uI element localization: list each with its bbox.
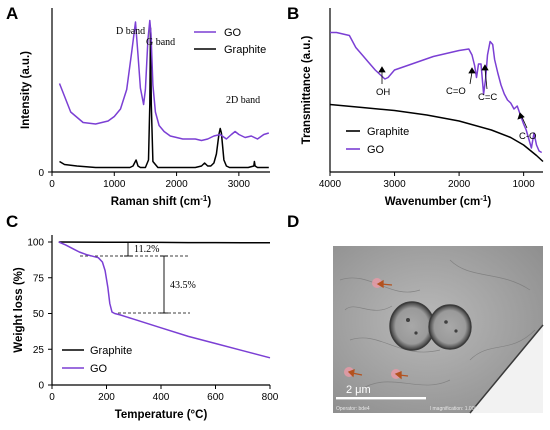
co-arrow xyxy=(469,71,473,85)
tem-arrow-head xyxy=(394,371,402,380)
tem-arrow-head xyxy=(376,279,384,289)
tem-arrow-head xyxy=(347,368,355,378)
d-band-label: D band xyxy=(116,26,145,37)
sheet-wrinkle xyxy=(344,305,393,311)
tga-y-tick-label: 50 xyxy=(33,309,45,320)
sheet-wrinkle xyxy=(359,379,451,391)
loss-11-2-label: 11.2% xyxy=(134,244,159,255)
particle-spot xyxy=(414,331,418,335)
raman-x-label: Raman shift (cm-1) xyxy=(111,194,212,208)
ftir-chart: 4000 3000 2000 1000 Transmittance (a.u.) Wa… xyxy=(301,8,544,208)
sheet-wrinkle xyxy=(469,329,536,361)
scale-bar xyxy=(336,397,426,400)
tga-y-tick-label: 25 xyxy=(33,345,45,356)
particle-spot xyxy=(444,320,448,324)
sheet-wrinkle xyxy=(449,259,531,291)
tga-y-label: Weight loss (%) xyxy=(13,267,25,353)
raman-chart: 0 0 1000 2000 3000 Intensity (a.u.) Raman s… xyxy=(20,8,270,208)
tga-x-tick-label: 600 xyxy=(207,392,224,403)
co-arrow-head xyxy=(468,67,476,74)
cc-arrow xyxy=(484,68,488,90)
tga-x-tick-label: 0 xyxy=(49,392,55,403)
oh-label: OH xyxy=(376,87,390,98)
legend-graphite-label: Graphite xyxy=(90,345,132,357)
cc-label: C=C xyxy=(478,92,497,103)
series-go-line xyxy=(58,241,271,359)
tga-chart: 0 200 400 600 800 0 25 50 75 100 11.2% 43.5% Wei… xyxy=(13,235,279,421)
tem-image: 2 μm Operator: bde4 l magnification: 1.0… xyxy=(333,246,544,414)
ftir-x-tick-label: 3000 xyxy=(383,179,406,190)
ftir-x-label: Wavenumber (cm-1) xyxy=(385,194,492,208)
sheet-wrinkle xyxy=(349,337,441,353)
tga-x-tick-label: 200 xyxy=(98,392,115,403)
ftir-x-tick-label: 2000 xyxy=(448,179,471,190)
c-o-arrow-head xyxy=(517,112,525,120)
oh-arrow-head xyxy=(378,66,386,73)
tem-caption-left: Operator: bde4 xyxy=(336,406,370,412)
raman-x-tick-label: 3000 xyxy=(228,179,251,190)
nanoparticle xyxy=(428,304,472,350)
raman-x-tick-label: 0 xyxy=(49,179,55,190)
ftir-x-tick-label: 4000 xyxy=(319,179,342,190)
legend-go-label: GO xyxy=(90,363,108,375)
scale-bar-label: 2 μm xyxy=(346,384,371,396)
raman-x-tick-label: 1000 xyxy=(103,179,126,190)
series-go-line xyxy=(330,31,543,154)
series-go-line xyxy=(58,19,270,142)
panel-b-letter: B xyxy=(287,4,299,23)
raman-y-tick-label: 0 xyxy=(38,168,44,179)
cc-arrow-head xyxy=(481,64,489,71)
tga-y-tick-label: 0 xyxy=(38,381,44,392)
2d-band-label: 2D band xyxy=(226,95,260,106)
tga-x-tick-label: 800 xyxy=(262,392,279,403)
raman-y-label: Intensity (a.u.) xyxy=(20,51,32,129)
nanoparticle xyxy=(389,301,435,351)
raman-x-tick-label: 2000 xyxy=(165,179,188,190)
series-graphite-line xyxy=(59,27,269,169)
ftir-x-tick-label: 1000 xyxy=(513,179,536,190)
legend-go-label: GO xyxy=(367,144,385,156)
loss-43-5-label: 43.5% xyxy=(170,280,196,291)
ftir-y-label: Transmittance (a.u.) xyxy=(301,36,313,145)
legend-graphite-label: Graphite xyxy=(367,126,409,138)
panel-c-letter: C xyxy=(6,212,18,231)
particle-spot xyxy=(406,318,410,322)
particle-spot xyxy=(454,329,458,333)
legend-go-label: GO xyxy=(224,27,242,39)
panel-a-letter: A xyxy=(6,4,18,23)
series-graphite-line xyxy=(329,103,544,163)
panel-d-letter: D xyxy=(287,212,299,231)
tga-y-tick-label: 100 xyxy=(27,238,44,249)
series-graphite-line xyxy=(58,241,270,244)
tem-caption-right: l magnification: 1.00kx xyxy=(430,406,480,412)
tga-x-label: Temperature (°C) xyxy=(115,409,208,421)
c-o-arrow xyxy=(521,116,528,129)
tga-x-tick-label: 400 xyxy=(153,392,170,403)
co-label: C=O xyxy=(446,86,466,97)
tem-hole-edge xyxy=(469,324,544,414)
tga-y-tick-label: 75 xyxy=(33,273,45,284)
c-o-label: C-O xyxy=(519,131,536,142)
legend-graphite-label: Graphite xyxy=(224,44,266,56)
g-band-label: G band xyxy=(146,37,175,48)
